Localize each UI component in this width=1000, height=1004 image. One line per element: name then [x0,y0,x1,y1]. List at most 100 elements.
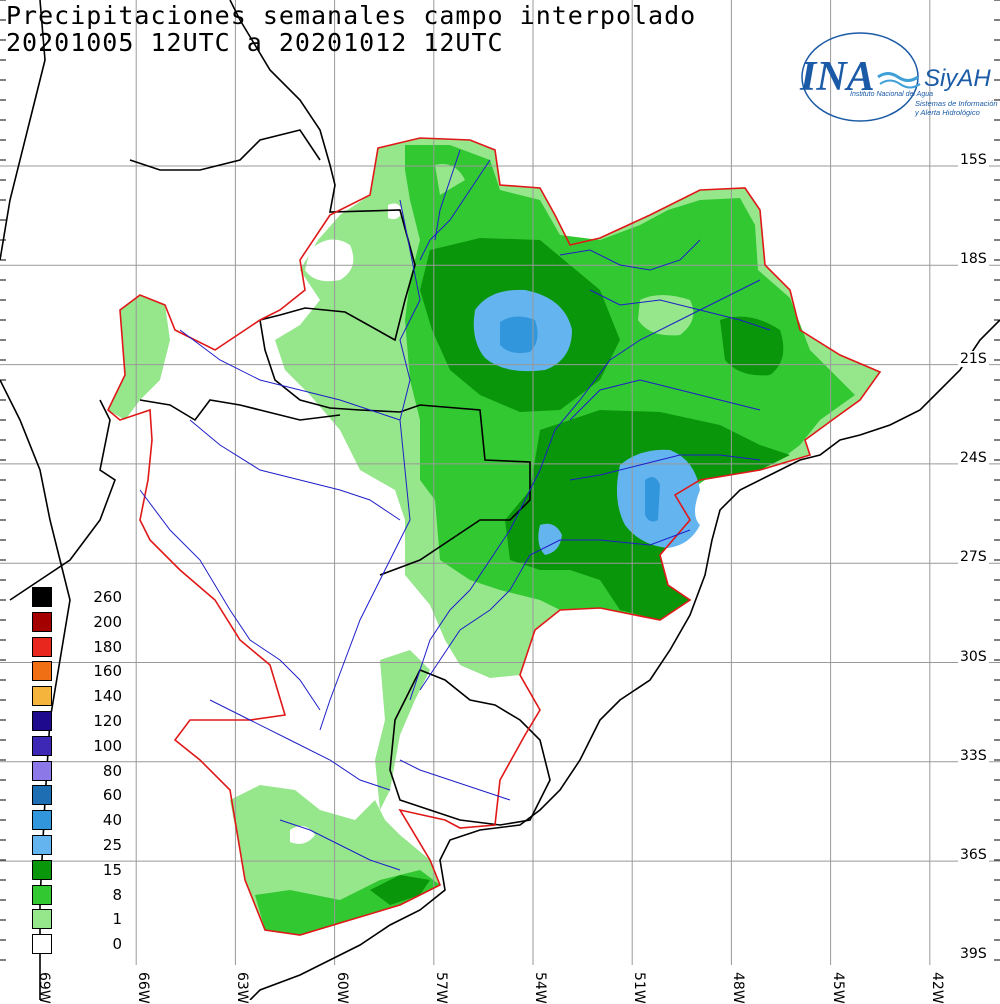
border-brazil-bolivia-west [129,129,321,171]
legend-swatch [32,636,52,657]
river-tiete [569,379,761,421]
river-salado-south [279,819,401,871]
latitude-label: 15S [958,152,989,168]
river-paranaiba [559,239,701,271]
no-rain-hole-2 [388,203,402,220]
legend-label: 40 [102,811,122,830]
longitude-label: 66W [135,972,152,1004]
river-grande [589,289,771,331]
map-date-range: 20201005 12UTC a 20201012 12UTC [6,28,504,57]
logo-tagline-2: Sistemas de Información [915,99,998,108]
legend-label: 200 [93,612,122,631]
rain-1mm-uruguay [375,650,430,810]
legend-label: 80 [102,761,122,780]
river-taquari [419,159,491,261]
legend-swatch [32,909,52,930]
no-rain-hole-3 [290,826,315,844]
latitude-label: 33S [958,747,989,764]
coastline-east [249,319,1000,1000]
longitude-label: 69W [36,972,52,1004]
river-iguazu [569,454,761,481]
legend-label: 25 [102,835,122,854]
ina-logo-icon: INA SiyAH Instituto Nacional del Agua Si… [799,32,998,122]
border-bolivia [229,0,416,342]
river-uruguay [419,529,691,691]
basin-red-outline [107,137,882,936]
legend-swatch [32,785,52,806]
longitude-label: 60W [333,972,350,1004]
latitude-label: 39S [958,946,989,963]
latitude-label: 24S [958,449,989,466]
legend-swatch [32,686,52,707]
legend-swatch [32,661,52,682]
rain-40mm-east [645,476,660,522]
river-negro [399,759,511,801]
river-carcarana [209,699,391,791]
legend-label: 15 [102,860,122,879]
longitude-label: 51W [631,972,648,1004]
longitude-label: 54W [532,972,548,1004]
legend-label: 180 [93,637,122,656]
legend-label: 8 [112,885,122,904]
legend-label: 100 [93,736,122,755]
river-paraguay [319,199,421,731]
latitude-label: 18S [958,251,989,268]
legend-swatch [32,710,52,731]
legend-label: 1 [112,910,122,929]
legend-label: 160 [93,662,122,681]
legend-swatch [32,735,52,756]
rain-40mm-north [500,316,538,354]
legend-swatch [32,587,52,607]
rain-1mm-west [108,295,170,420]
lat-lon-grid [0,0,1000,965]
legend-swatch [32,810,52,831]
border-uruguay [389,668,551,826]
latitude-label: 30S [958,648,989,665]
legend-label: 260 [93,588,122,606]
legend-swatch [32,884,52,905]
border-bolivia-argentina [139,399,341,422]
longitude-label: 45W [829,972,846,1004]
no-rain-hole-4 [448,798,465,815]
no-rain-holes [290,203,465,844]
legend-label: 60 [102,786,122,805]
rain-15mm-south [370,875,430,905]
map-title: Precipitaciones semanales campo interpol… [6,1,697,30]
rivers [139,149,771,871]
longitude-label: 48W [730,972,747,1004]
river-bermejo [189,419,401,521]
border-north-chile [9,399,116,601]
border-argentina-chile [0,0,46,261]
river-cuiaba [434,149,461,241]
legend-label: 120 [93,711,122,730]
border-west-andes [0,379,71,1000]
latitude-label: 27S [958,549,989,566]
legend-swatch [32,760,52,781]
rain-15mm-east [720,316,784,376]
latitude-label: 21S [958,350,989,367]
basin-outline [107,137,882,936]
logo-product: SiyAH [924,65,991,92]
legend-swatch [32,934,52,955]
legend-swatch [32,611,52,632]
logo-tagline-1: Instituto Nacional del Agua [850,91,933,98]
river-salado [139,489,321,711]
logo-brand: INA [799,54,875,100]
longitude-label: 63W [234,972,251,1004]
legend-swatch [32,834,52,855]
river-pilcomayo [179,329,401,421]
border-paraguay [259,319,531,576]
no-rain-hole-1 [305,239,354,282]
rain-25mm-south [538,523,562,555]
longitude-label: 42W [928,972,945,1004]
legend-label: 140 [93,687,122,706]
longitude-label: 57W [432,972,449,1004]
latitude-label: 36S [958,847,989,864]
legend-swatch [32,859,52,880]
rain-40mm-areas [500,316,660,522]
legend-label: 0 [112,935,122,954]
river-parana [409,279,761,701]
ina-siyah-logo: INA SiyAH Instituto Nacional del Agua Si… [790,32,998,132]
